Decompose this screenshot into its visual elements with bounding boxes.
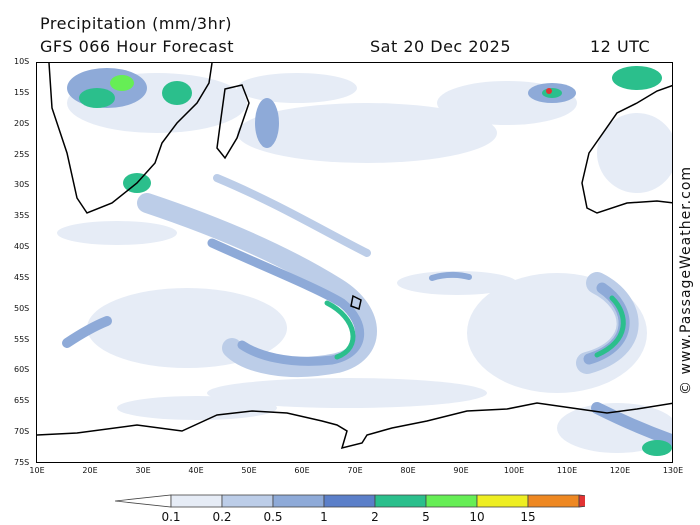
lon-label: 70E <box>347 466 363 475</box>
lon-label: 100E <box>503 466 525 475</box>
convective-cells <box>67 66 672 456</box>
lon-label: 120E <box>609 466 631 475</box>
lon-label: 80E <box>400 466 416 475</box>
kerguelen-island <box>350 294 362 311</box>
light-precip-areas <box>57 73 672 453</box>
colorbar-label: 0.1 <box>161 510 181 524</box>
lat-label: 30S <box>14 180 30 190</box>
lon-label: 30E <box>135 466 151 475</box>
lat-label: 10S <box>14 57 30 66</box>
colorbar-segment <box>170 494 223 508</box>
map-title: Precipitation (mm/3hr) <box>40 14 233 33</box>
lat-label: 35S <box>14 211 30 221</box>
antarctica-coast <box>37 402 672 450</box>
colorbar-segment <box>221 494 274 508</box>
lon-label: 40E <box>188 466 204 475</box>
lon-label: 110E <box>556 466 578 475</box>
colorbar-segment <box>476 494 529 508</box>
lat-label: 75S <box>14 458 30 467</box>
colorbar-segment <box>115 494 172 508</box>
colorbar-segment <box>527 494 580 508</box>
lon-label: 60E <box>294 466 310 475</box>
lat-label: 15S <box>14 87 30 97</box>
precipitation-map <box>36 62 673 463</box>
lat-label: 40S <box>14 242 30 252</box>
lon-label: 90E <box>453 466 469 475</box>
lat-label: 45S <box>14 272 30 282</box>
frontal-bands <box>62 174 672 447</box>
colorbar-label: 1 <box>320 510 328 524</box>
lat-label: 25S <box>14 149 30 159</box>
australia-coast <box>581 84 672 214</box>
lon-label: 50E <box>241 466 257 475</box>
africa-coast <box>48 63 213 214</box>
lat-label: 70S <box>14 427 30 437</box>
lon-label: 10E <box>29 466 45 475</box>
forecast-date: Sat 20 Dec 2025 <box>370 37 512 56</box>
colorbar-label: 15 <box>520 510 536 524</box>
lat-label: 60S <box>14 365 30 375</box>
lat-label: 50S <box>14 303 30 313</box>
map-canvas <box>37 63 672 456</box>
colorbar-label: 0.2 <box>212 510 232 524</box>
lat-label: 65S <box>14 396 30 406</box>
madagascar-coast <box>216 84 250 160</box>
coastlines <box>37 63 672 450</box>
colorbar-label: 0.5 <box>263 510 283 524</box>
colorbar-label: 2 <box>371 510 379 524</box>
colorbar-segment <box>578 494 585 508</box>
colorbar-label: 10 <box>469 510 485 524</box>
colorbar-segment <box>272 494 325 508</box>
copyright-credit: © www.PassageWeather.com <box>678 165 694 395</box>
colorbar-segment <box>323 494 376 508</box>
colorbar-segment <box>425 494 478 508</box>
colorbar-label: 5 <box>422 510 430 524</box>
forecast-label: GFS 066 Hour Forecast <box>40 37 235 56</box>
lat-label: 55S <box>14 334 30 344</box>
precipitation-colorbar <box>115 494 585 508</box>
lon-label: 130E <box>662 466 684 475</box>
lat-label: 20S <box>14 118 30 128</box>
colorbar-segment <box>374 494 427 508</box>
lon-label: 20E <box>82 466 98 475</box>
forecast-time: 12 UTC <box>590 37 651 56</box>
